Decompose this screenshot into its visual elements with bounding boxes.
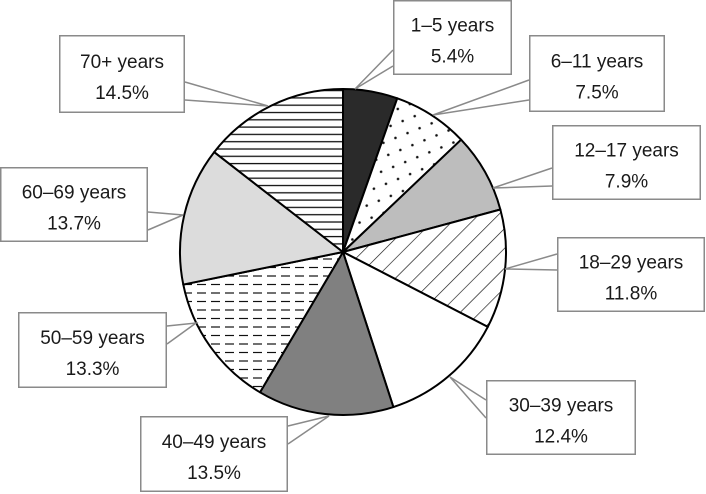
slice-label: 1–5 years — [411, 16, 494, 37]
slice-label: 12–17 years — [574, 141, 679, 162]
slice-value-label: 7.9% — [605, 172, 648, 193]
slice-label: 50–59 years — [40, 328, 145, 349]
callout-4: 30–39 years 12.4% — [449, 376, 636, 455]
callout-pointer — [354, 49, 394, 90]
callout-box — [140, 416, 288, 492]
slice-value-label: 13.3% — [66, 359, 120, 380]
callout-6: 50–59 years 13.3% — [18, 312, 199, 388]
callout-box — [557, 237, 705, 312]
callout-2: 12–17 years 7.9% — [492, 125, 701, 200]
pie-slice-5 — [259, 251, 395, 416]
slice-value-label: 11.8% — [605, 284, 658, 305]
slice-value-label: 12.4% — [534, 427, 588, 448]
slice-label: 18–29 years — [579, 253, 684, 274]
callout-0: 1–5 years 5.4% — [354, 0, 512, 90]
callout-box — [486, 380, 636, 455]
slice-label: 40–49 years — [162, 432, 267, 453]
callout-box — [0, 167, 148, 242]
slice-value-label: 7.5% — [575, 83, 618, 104]
callout-pointer — [147, 211, 184, 231]
callout-pointer — [184, 81, 269, 107]
callout-box — [18, 312, 167, 388]
callout-8: 70+ years 14.5% — [59, 35, 269, 113]
pie-slice-7 — [179, 151, 344, 286]
slice-value-label: 14.5% — [95, 83, 149, 104]
callout-pointer — [504, 253, 558, 271]
callout-pointer — [287, 415, 330, 445]
callout-pointer — [432, 79, 530, 116]
pie-slice-4 — [342, 251, 489, 409]
callout-box — [529, 35, 665, 112]
slice-label: 70+ years — [80, 52, 164, 73]
pie-slice-8 — [213, 88, 344, 253]
slice-value-label: 13.7% — [47, 214, 101, 235]
callout-pointer — [449, 376, 487, 419]
slice-label: 60–69 years — [22, 183, 127, 204]
slice-label: 6–11 years — [551, 52, 644, 73]
callout-box — [59, 35, 185, 113]
slice-value-label: 13.5% — [187, 463, 241, 484]
slice-value-label: 5.4% — [431, 47, 474, 68]
callout-box — [393, 0, 512, 75]
callout-7: 60–69 years 13.7% — [0, 167, 184, 242]
slice-label: 30–39 years — [509, 396, 614, 417]
callout-5: 40–49 years 13.5% — [140, 415, 330, 492]
callout-box — [552, 125, 701, 200]
callout-pointer — [166, 321, 199, 345]
callout-3: 18–29 years 11.8% — [504, 237, 705, 312]
callout-1: 6–11 years 7.5% — [432, 35, 665, 116]
callout-pointer — [492, 167, 553, 189]
pie-slice-6 — [182, 251, 344, 394]
